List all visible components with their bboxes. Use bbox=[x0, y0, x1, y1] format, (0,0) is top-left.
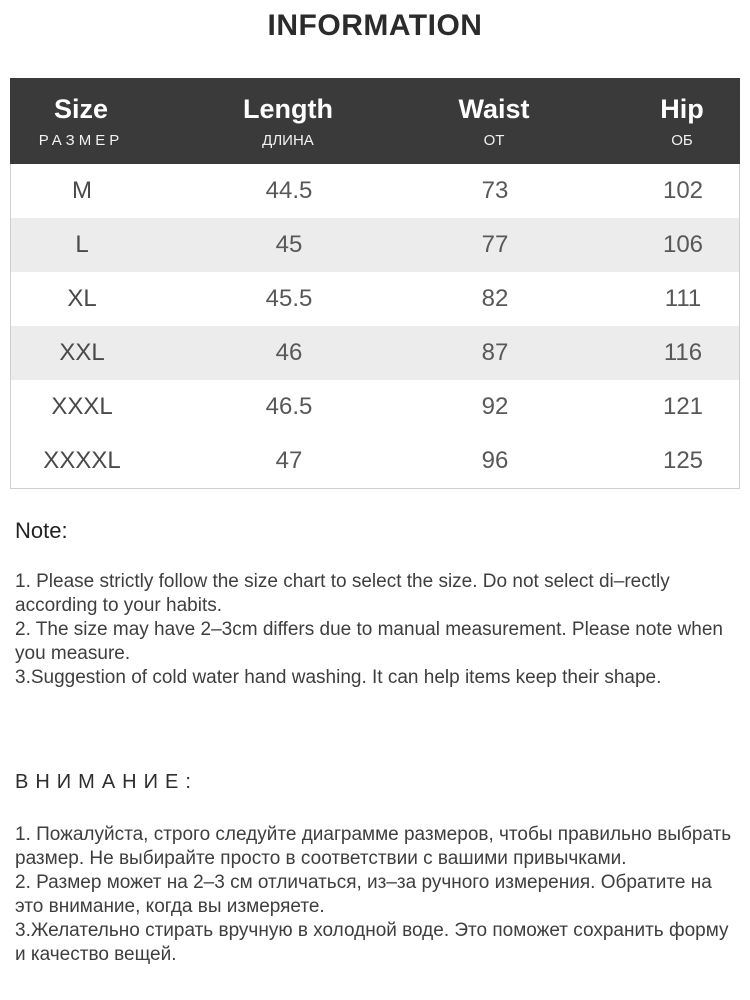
hip-cell: 106 bbox=[662, 231, 704, 258]
waist-cell: 96 bbox=[481, 447, 509, 474]
note-item-1: 1. Please strictly follow the size chart… bbox=[15, 571, 670, 616]
waist-cell: 73 bbox=[481, 177, 509, 204]
table-row-m: M 44.5 73 102 bbox=[11, 164, 739, 218]
hip-cell: 121 bbox=[662, 393, 704, 420]
size-chart-table: Size РАЗМЕР Length ДЛИНА Waist ОТ Hip ОБ… bbox=[10, 78, 740, 489]
note-item-3: 3.Suggestion of cold water hand washing.… bbox=[15, 667, 662, 688]
table-row-xxl: XXL 46 87 116 bbox=[11, 326, 739, 380]
attention-item-1: 1. Пожалуйста, строго следуйте диаграмме… bbox=[15, 824, 732, 869]
waist-cell: 92 bbox=[481, 393, 509, 420]
column-header-hip: Hip ОБ bbox=[660, 78, 704, 164]
table-body: M 44.5 73 102 L 45 77 106 XL 45.5 82 111… bbox=[10, 164, 740, 489]
note-item-2: 2. The size may have 2–3cm differs due t… bbox=[15, 619, 723, 664]
attention-section: ВНИМАНИЕ: 1. Пожалуйста, строго следуйте… bbox=[15, 771, 737, 967]
column-header-waist-ru: ОТ bbox=[483, 131, 505, 149]
waist-cell: 82 bbox=[481, 285, 509, 312]
column-header-hip-ru: ОБ bbox=[671, 131, 693, 149]
column-header-waist: Waist ОТ bbox=[458, 78, 529, 164]
size-cell: L bbox=[75, 231, 89, 258]
length-cell: 45.5 bbox=[265, 285, 313, 312]
table-row-xl: XL 45.5 82 111 bbox=[11, 272, 739, 326]
column-header-size-en: Size bbox=[53, 93, 109, 124]
length-cell: 46 bbox=[275, 339, 303, 366]
note-section: Note: 1. Please strictly follow the size… bbox=[15, 518, 737, 690]
attention-item-3: 3.Желательно стирать вручную в холодной … bbox=[15, 920, 729, 965]
column-header-waist-en: Waist bbox=[458, 93, 530, 124]
length-cell: 44.5 bbox=[265, 177, 313, 204]
size-cell: XXXL bbox=[51, 393, 113, 420]
column-header-hip-en: Hip bbox=[660, 93, 704, 124]
table-row-xxxl: XXXL 46.5 92 121 bbox=[11, 380, 739, 434]
waist-cell: 87 bbox=[481, 339, 509, 366]
size-cell: XXXXL bbox=[43, 447, 121, 474]
column-header-length: Length ДЛИНА bbox=[243, 78, 333, 164]
table-row-xxxxl: XXXXL 47 96 125 bbox=[11, 434, 739, 488]
size-cell: XL bbox=[67, 285, 97, 312]
table-row-l: L 45 77 106 bbox=[11, 218, 739, 272]
hip-cell: 116 bbox=[663, 339, 703, 366]
note-heading: Note: bbox=[15, 518, 68, 543]
length-cell: 47 bbox=[275, 447, 303, 474]
attention-heading: ВНИМАНИЕ: bbox=[15, 771, 198, 793]
hip-cell: 111 bbox=[664, 285, 702, 312]
size-cell: M bbox=[72, 177, 92, 204]
column-header-size: Size РАЗМЕР bbox=[39, 78, 123, 164]
column-header-size-ru: РАЗМЕР bbox=[38, 131, 124, 149]
column-header-length-en: Length bbox=[243, 93, 333, 124]
length-cell: 46.5 bbox=[265, 393, 313, 420]
page-title: INFORMATION bbox=[267, 9, 483, 42]
column-header-length-ru: ДЛИНА bbox=[262, 131, 314, 149]
waist-cell: 77 bbox=[481, 231, 509, 258]
attention-item-2: 2. Размер может на 2–3 см отличаться, из… bbox=[15, 872, 712, 917]
hip-cell: 125 bbox=[662, 447, 704, 474]
hip-cell: 102 bbox=[662, 177, 704, 204]
table-header-row: Size РАЗМЕР Length ДЛИНА Waist ОТ Hip ОБ bbox=[10, 78, 740, 164]
size-cell: XXL bbox=[59, 339, 105, 366]
length-cell: 45 bbox=[275, 231, 303, 258]
